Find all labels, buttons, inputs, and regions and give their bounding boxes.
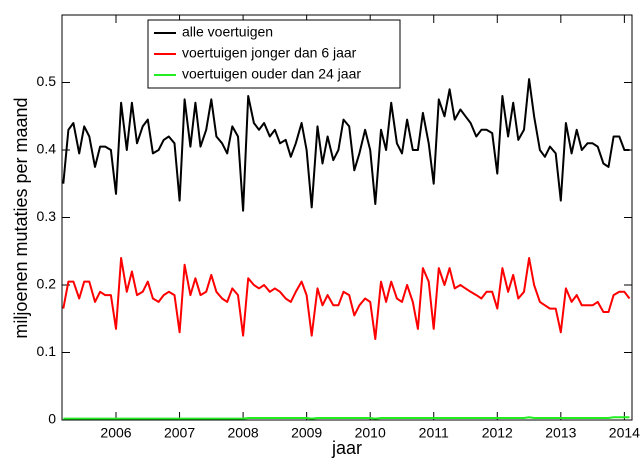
legend-label: alle voertuigen bbox=[182, 24, 273, 40]
x-tick-label: 2008 bbox=[228, 425, 259, 441]
x-tick-label: 2007 bbox=[164, 425, 195, 441]
x-tick-label: 2009 bbox=[291, 425, 322, 441]
legend-label: voertuigen jonger dan 6 jaar bbox=[182, 45, 357, 61]
x-tick-label: 2011 bbox=[419, 425, 449, 441]
series-line bbox=[62, 78, 630, 212]
x-tick-label: 2013 bbox=[545, 425, 576, 441]
y-axis-label: miljoenen mutaties per maand bbox=[11, 97, 31, 338]
x-tick-label: 2014 bbox=[609, 425, 640, 441]
series-line bbox=[62, 257, 631, 340]
y-tick-label: 0 bbox=[48, 411, 56, 427]
y-tick-label: 0.3 bbox=[37, 208, 57, 224]
y-tick-label: 0.5 bbox=[37, 73, 57, 89]
y-tick-label: 0.1 bbox=[37, 343, 57, 359]
y-tick-label: 0.4 bbox=[37, 141, 57, 157]
x-tick-label: 2006 bbox=[100, 425, 131, 441]
x-tick-label: 2010 bbox=[355, 425, 386, 441]
legend-box bbox=[147, 19, 401, 89]
x-axis-label: jaar bbox=[331, 438, 362, 458]
y-tick-label: 0.2 bbox=[37, 276, 57, 292]
legend-label: voertuigen ouder dan 24 jaar bbox=[182, 66, 361, 82]
series-line bbox=[63, 416, 630, 420]
plot-frame bbox=[61, 14, 633, 421]
x-tick-label: 2012 bbox=[482, 425, 513, 441]
